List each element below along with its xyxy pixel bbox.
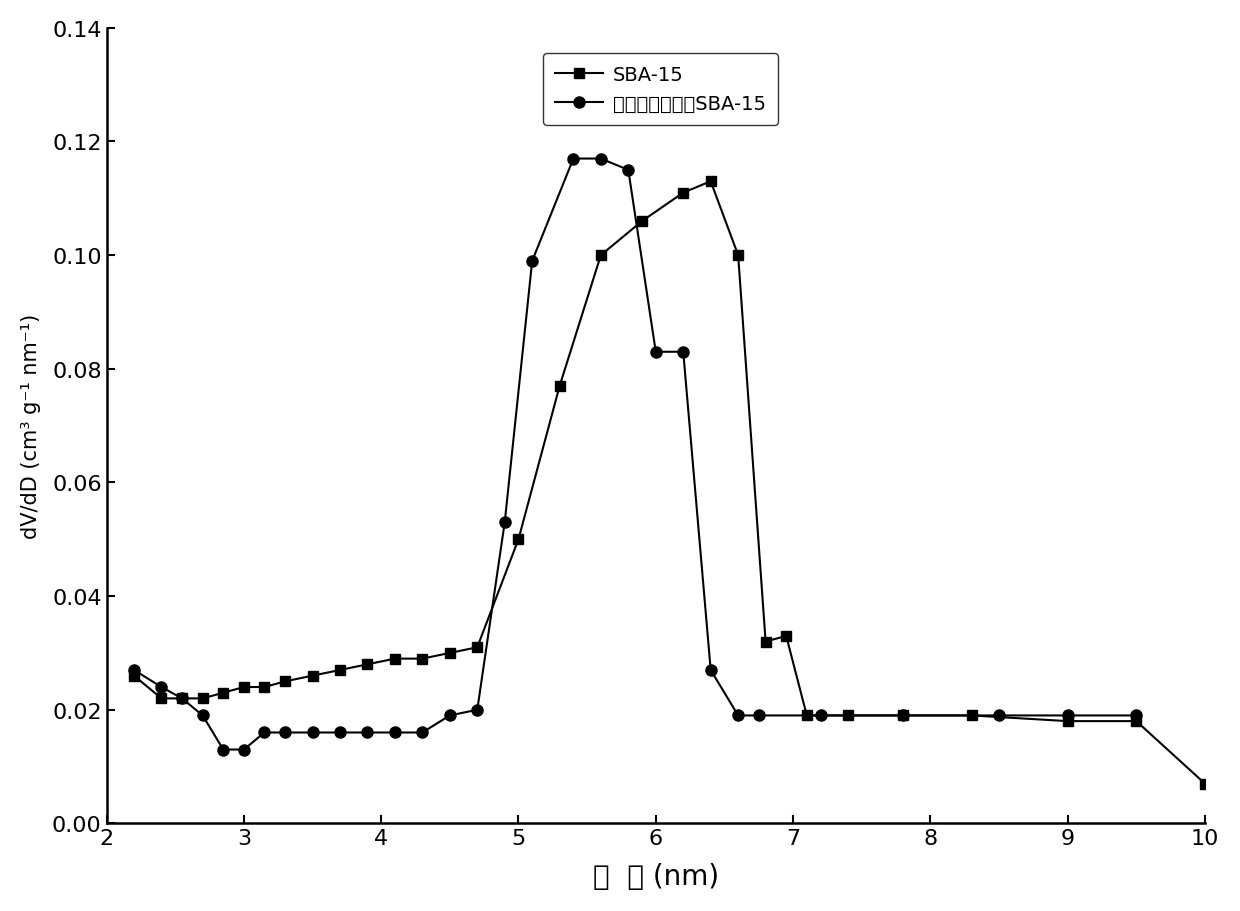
- SBA-15: [965, 711, 980, 722]
- 萊基磺酸基改性SBA-15: [195, 711, 210, 722]
- SBA-15: [175, 693, 190, 704]
- Line: SBA-15: SBA-15: [129, 178, 1210, 789]
- SBA-15: [305, 670, 320, 681]
- SBA-15: [415, 653, 430, 664]
- 萊基磺酸基改性SBA-15: [594, 154, 609, 165]
- 萊基磺酸基改性SBA-15: [813, 711, 828, 722]
- SBA-15: [1198, 778, 1213, 789]
- SBA-15: [332, 665, 347, 676]
- SBA-15: [195, 693, 210, 704]
- SBA-15: [779, 630, 794, 641]
- 萊基磺酸基改性SBA-15: [443, 711, 458, 722]
- Y-axis label: dV/dD (cm³ g⁻¹ nm⁻¹): dV/dD (cm³ g⁻¹ nm⁻¹): [21, 313, 41, 538]
- SBA-15: [237, 681, 252, 692]
- SBA-15: [216, 688, 231, 699]
- SBA-15: [895, 711, 910, 722]
- 萊基磺酸基改性SBA-15: [565, 154, 580, 165]
- 萊基磺酸基改性SBA-15: [497, 517, 512, 528]
- SBA-15: [552, 381, 567, 392]
- 萊基磺酸基改性SBA-15: [703, 665, 718, 676]
- 萊基磺酸基改性SBA-15: [360, 727, 374, 738]
- SBA-15: [443, 648, 458, 659]
- SBA-15: [800, 711, 815, 722]
- SBA-15: [1060, 716, 1075, 727]
- SBA-15: [594, 251, 609, 261]
- 萊基磺酸基改性SBA-15: [1128, 711, 1143, 722]
- 萊基磺酸基改性SBA-15: [470, 704, 485, 715]
- SBA-15: [511, 534, 526, 545]
- SBA-15: [841, 711, 856, 722]
- SBA-15: [278, 676, 293, 687]
- 萊基磺酸基改性SBA-15: [257, 727, 272, 738]
- 萊基磺酸基改性SBA-15: [730, 711, 745, 722]
- 萊基磺酸基改性SBA-15: [992, 711, 1007, 722]
- SBA-15: [635, 216, 650, 227]
- 萊基磺酸基改性SBA-15: [649, 347, 663, 358]
- SBA-15: [387, 653, 402, 664]
- 萊基磺酸基改性SBA-15: [237, 744, 252, 755]
- 萊基磺酸基改性SBA-15: [332, 727, 347, 738]
- 萊基磺酸基改性SBA-15: [751, 711, 766, 722]
- SBA-15: [758, 637, 773, 648]
- 萊基磺酸基改性SBA-15: [126, 665, 141, 676]
- 萊基磺酸基改性SBA-15: [154, 681, 169, 692]
- 萊基磺酸基改性SBA-15: [175, 693, 190, 704]
- 萊基磺酸基改性SBA-15: [216, 744, 231, 755]
- SBA-15: [470, 642, 485, 653]
- 萊基磺酸基改性SBA-15: [525, 256, 539, 267]
- 萊基磺酸基改性SBA-15: [895, 711, 910, 722]
- SBA-15: [126, 670, 141, 681]
- 萊基磺酸基改性SBA-15: [676, 347, 691, 358]
- SBA-15: [154, 693, 169, 704]
- 萊基磺酸基改性SBA-15: [621, 165, 636, 176]
- X-axis label: 孔  径 (nm): 孔 径 (nm): [593, 862, 719, 890]
- 萊基磺酸基改性SBA-15: [278, 727, 293, 738]
- 萊基磺酸基改性SBA-15: [1060, 711, 1075, 722]
- Legend: SBA-15, 萊基磺酸基改性SBA-15: SBA-15, 萊基磺酸基改性SBA-15: [543, 55, 777, 126]
- 萊基磺酸基改性SBA-15: [305, 727, 320, 738]
- SBA-15: [257, 681, 272, 692]
- SBA-15: [1128, 716, 1143, 727]
- 萊基磺酸基改性SBA-15: [387, 727, 402, 738]
- SBA-15: [730, 251, 745, 261]
- 萊基磺酸基改性SBA-15: [415, 727, 430, 738]
- SBA-15: [360, 659, 374, 670]
- Line: 萊基磺酸基改性SBA-15: 萊基磺酸基改性SBA-15: [129, 154, 1142, 755]
- SBA-15: [676, 188, 691, 199]
- SBA-15: [703, 177, 718, 188]
